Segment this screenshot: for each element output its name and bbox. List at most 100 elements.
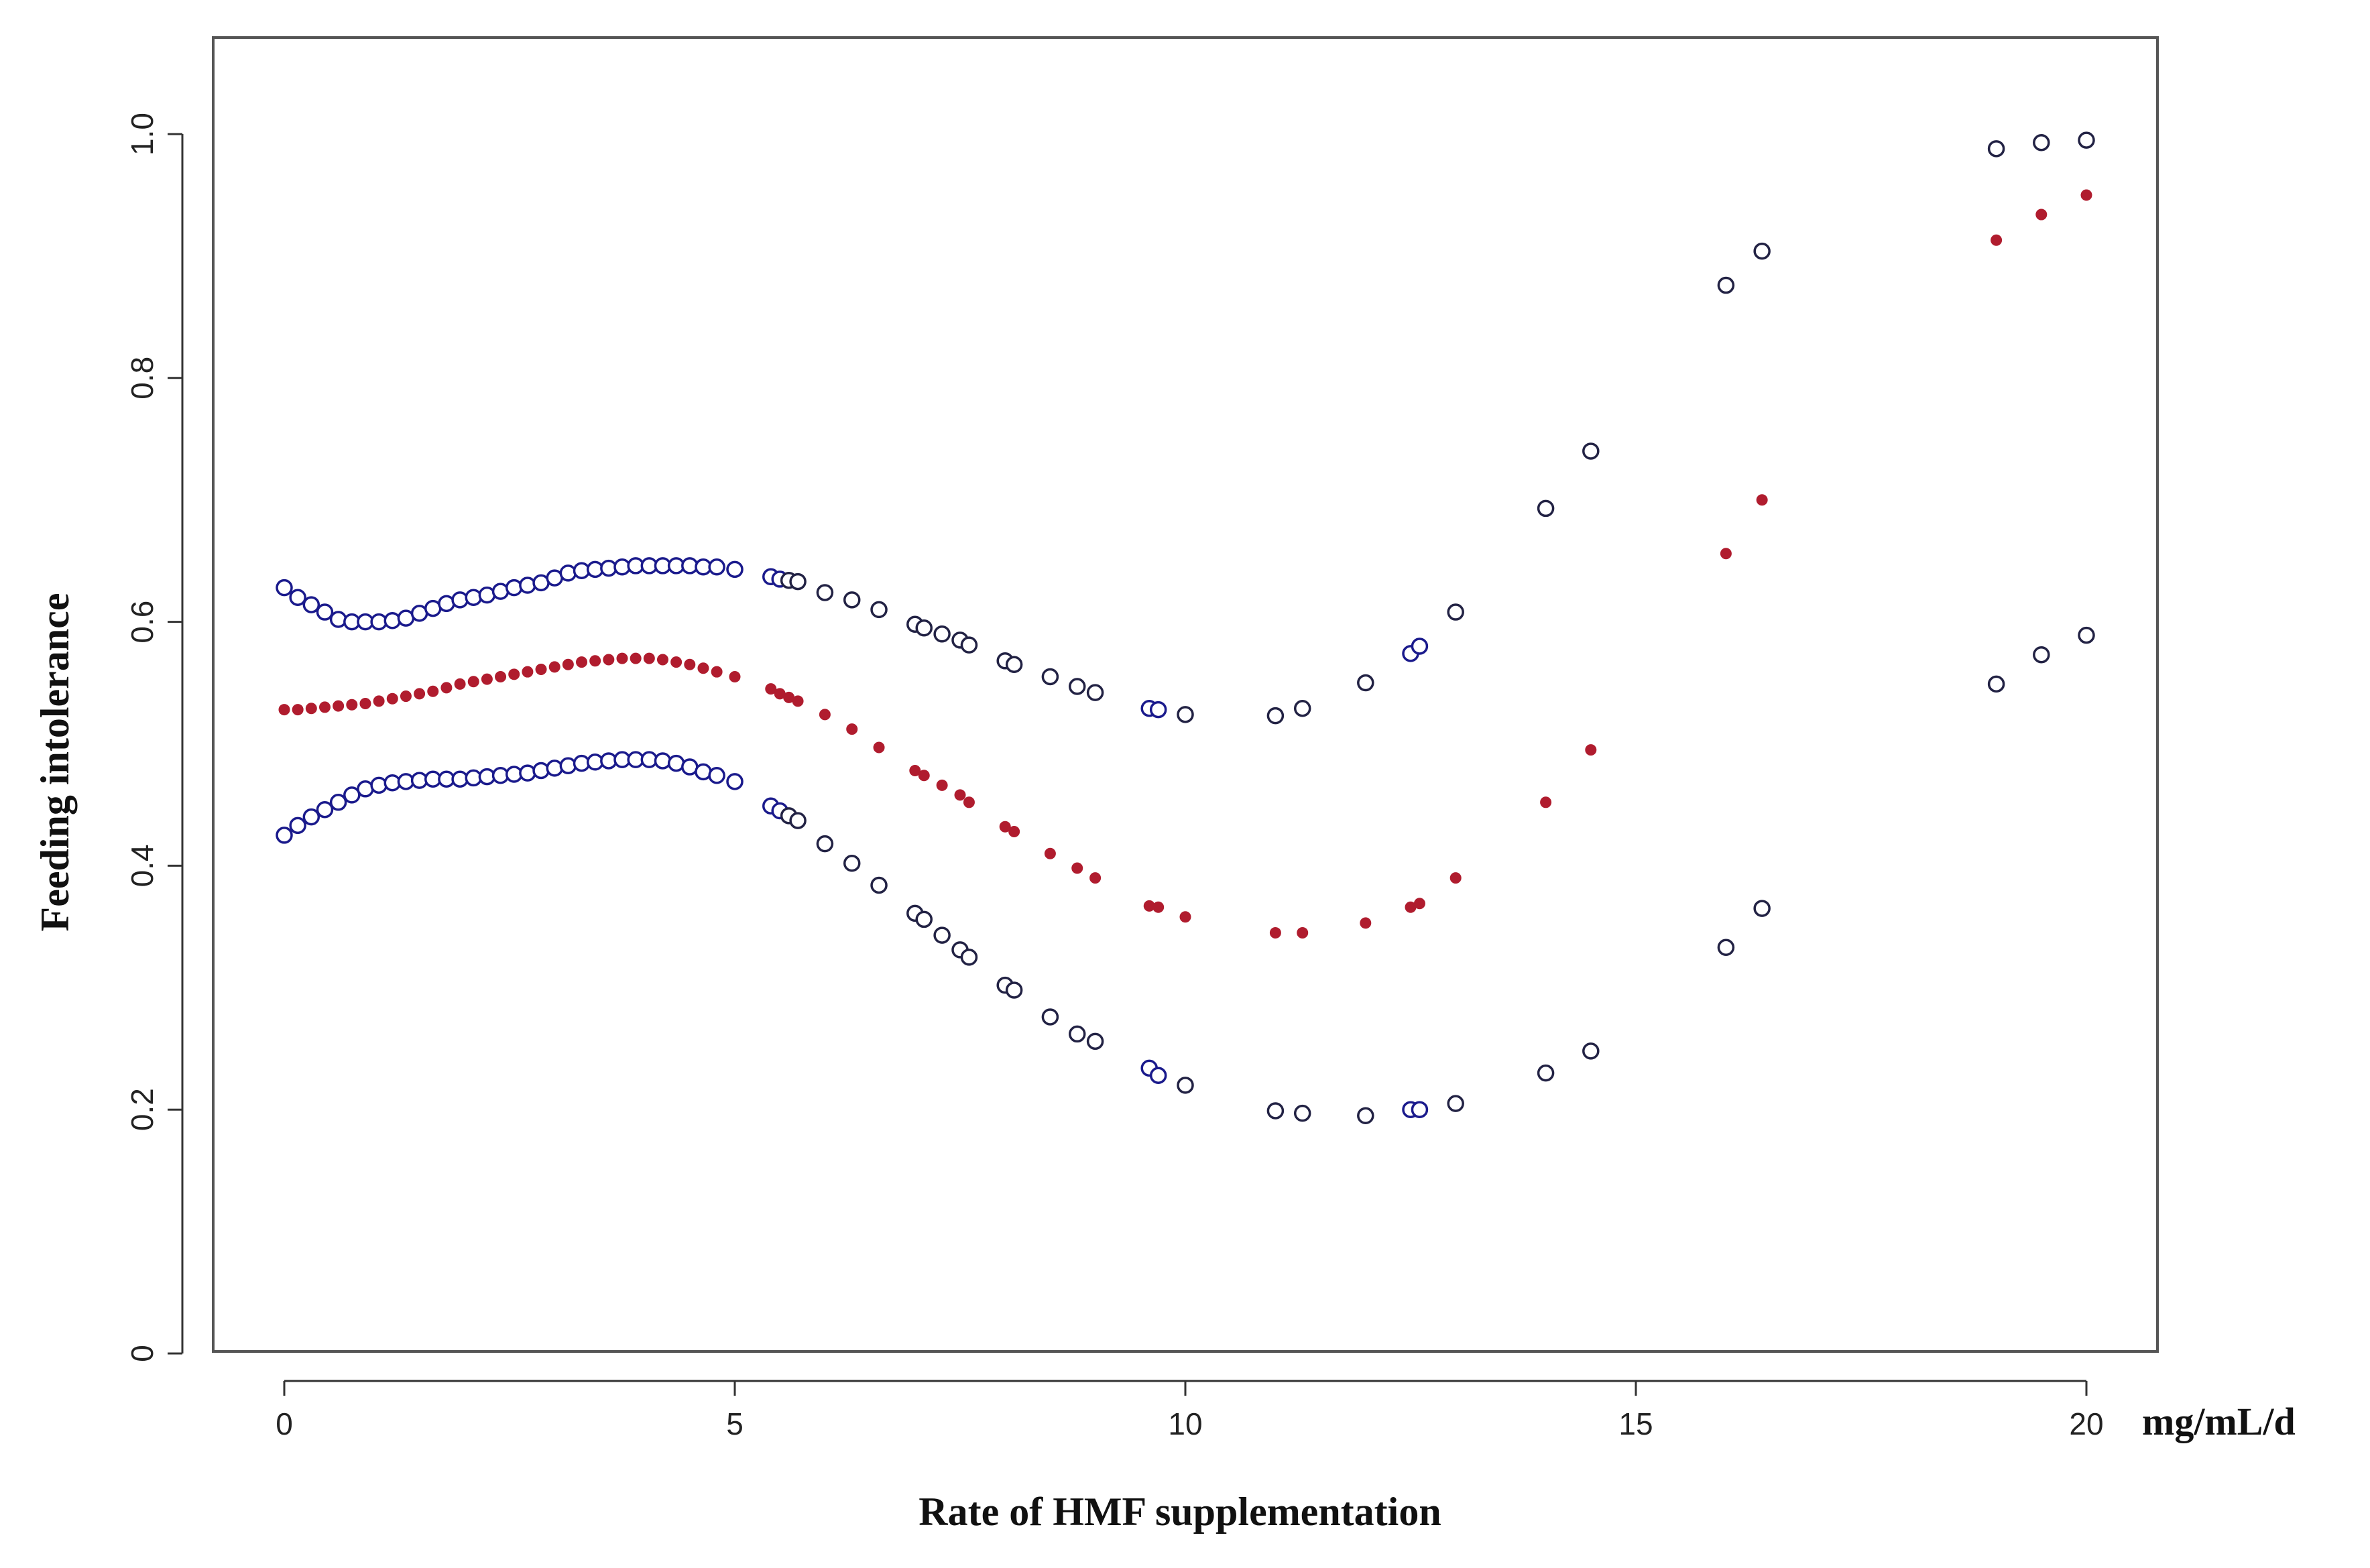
data-point [302, 596, 320, 613]
data-point [289, 817, 306, 835]
data-point [1411, 1101, 1429, 1118]
data-point [373, 695, 385, 707]
data-point [562, 658, 574, 670]
data-point [414, 688, 426, 700]
data-point [1149, 1067, 1167, 1085]
y-tick-label: 1.0 [125, 113, 160, 156]
series-upper-95-ci [276, 131, 2095, 725]
data-point [305, 703, 317, 715]
data-point [333, 700, 345, 712]
x-tick-label: 10 [1168, 1406, 1202, 1441]
data-point [909, 765, 921, 777]
data-point [1297, 926, 1309, 939]
data-point [1068, 1025, 1086, 1043]
data-point [1447, 603, 1464, 621]
data-point [532, 762, 550, 780]
data-point [1044, 847, 1056, 859]
data-point [2033, 646, 2050, 664]
data-point [708, 558, 725, 576]
data-point [505, 579, 523, 597]
data-point [643, 652, 655, 664]
data-point [1537, 1064, 1555, 1082]
data-point [1293, 699, 1311, 717]
data-point [918, 770, 930, 782]
data-point [843, 855, 861, 872]
data-point [1717, 939, 1735, 957]
data-point [1008, 825, 1020, 837]
x-axis-unit: mg/mL/d [2142, 1400, 2296, 1443]
data-point [1071, 862, 1083, 874]
data-point [789, 812, 807, 829]
data-point [1991, 234, 2003, 246]
data-point [346, 699, 358, 711]
data-point [2078, 626, 2095, 644]
data-point [960, 949, 978, 966]
data-point [440, 682, 453, 694]
data-point [481, 673, 493, 685]
data-point [1177, 1077, 1194, 1094]
data-point [1720, 548, 1732, 560]
data-point [1041, 1008, 1059, 1026]
data-point [1585, 744, 1597, 756]
data-point [495, 670, 507, 682]
data-point [915, 619, 933, 637]
series-estimate [278, 189, 2092, 939]
data-point [1266, 707, 1285, 725]
data-point [1177, 706, 1194, 723]
data-point [2035, 208, 2048, 221]
data-point [1357, 1107, 1374, 1125]
data-point [559, 757, 577, 774]
series-layer [276, 131, 2095, 1125]
data-point [1266, 1102, 1285, 1120]
data-point [711, 666, 723, 678]
data-point [1041, 668, 1059, 686]
data-point [276, 579, 293, 597]
x-axis-title: Rate of HMF supplementation [919, 1490, 1441, 1534]
data-point [465, 589, 482, 606]
series-lower-95-ci [276, 626, 2095, 1125]
data-point [302, 808, 320, 826]
data-point [999, 821, 1011, 833]
x-tick-label: 15 [1618, 1406, 1653, 1441]
data-point [1582, 442, 1600, 460]
data-point [329, 611, 347, 628]
data-point [383, 612, 402, 629]
data-point [936, 779, 948, 791]
data-point [870, 601, 888, 619]
y-tick-label: 0 [125, 1345, 160, 1362]
data-point [1537, 499, 1555, 518]
y-tick-label: 0.2 [125, 1088, 160, 1131]
data-point [343, 786, 361, 804]
y-axis: 0 0.2 0.4 0.6 0.8 1.0 [125, 113, 184, 1362]
data-point [616, 652, 628, 664]
data-point [1086, 1032, 1104, 1050]
data-point [451, 591, 469, 609]
data-point [656, 654, 668, 666]
data-point [816, 835, 834, 853]
data-point [1005, 656, 1023, 674]
data-point [765, 683, 777, 695]
data-point [1717, 276, 1735, 294]
data-point [1068, 678, 1086, 695]
data-point [816, 584, 834, 601]
data-point [954, 789, 966, 801]
data-point [1360, 917, 1372, 929]
data-point [400, 690, 412, 703]
data-point [1987, 140, 2005, 158]
y-tick-label: 0.8 [125, 357, 160, 400]
data-point [870, 876, 888, 894]
data-point [576, 656, 588, 668]
data-point [318, 701, 331, 713]
data-point [292, 704, 304, 716]
data-point [1357, 674, 1374, 692]
data-point [316, 603, 334, 621]
data-point [276, 827, 293, 844]
data-point [370, 776, 388, 794]
data-point [559, 564, 577, 582]
data-point [1152, 901, 1165, 913]
data-point [708, 767, 725, 784]
data-point [603, 654, 615, 666]
data-point [670, 656, 683, 668]
data-point [278, 704, 290, 716]
